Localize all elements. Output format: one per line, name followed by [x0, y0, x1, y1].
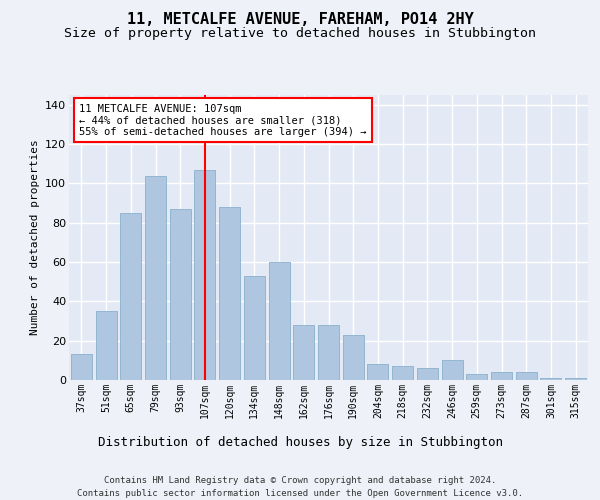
- Text: Size of property relative to detached houses in Stubbington: Size of property relative to detached ho…: [64, 28, 536, 40]
- Bar: [367, 364, 388, 380]
- Bar: [318, 325, 339, 380]
- Bar: [343, 335, 364, 380]
- Bar: [491, 372, 512, 380]
- Y-axis label: Number of detached properties: Number of detached properties: [29, 140, 40, 336]
- Text: 11, METCALFE AVENUE, FAREHAM, PO14 2HY: 11, METCALFE AVENUE, FAREHAM, PO14 2HY: [127, 12, 473, 28]
- Bar: [194, 170, 215, 380]
- Bar: [170, 209, 191, 380]
- Bar: [120, 213, 141, 380]
- Bar: [95, 311, 116, 380]
- Bar: [219, 207, 240, 380]
- Bar: [442, 360, 463, 380]
- Bar: [541, 378, 562, 380]
- Text: Distribution of detached houses by size in Stubbington: Distribution of detached houses by size …: [97, 436, 503, 449]
- Bar: [71, 354, 92, 380]
- Text: 11 METCALFE AVENUE: 107sqm
← 44% of detached houses are smaller (318)
55% of sem: 11 METCALFE AVENUE: 107sqm ← 44% of deta…: [79, 104, 367, 137]
- Bar: [269, 262, 290, 380]
- Bar: [145, 176, 166, 380]
- Bar: [392, 366, 413, 380]
- Bar: [516, 372, 537, 380]
- Bar: [244, 276, 265, 380]
- Bar: [293, 325, 314, 380]
- Bar: [565, 378, 586, 380]
- Text: Contains HM Land Registry data © Crown copyright and database right 2024.
Contai: Contains HM Land Registry data © Crown c…: [77, 476, 523, 498]
- Bar: [417, 368, 438, 380]
- Bar: [466, 374, 487, 380]
